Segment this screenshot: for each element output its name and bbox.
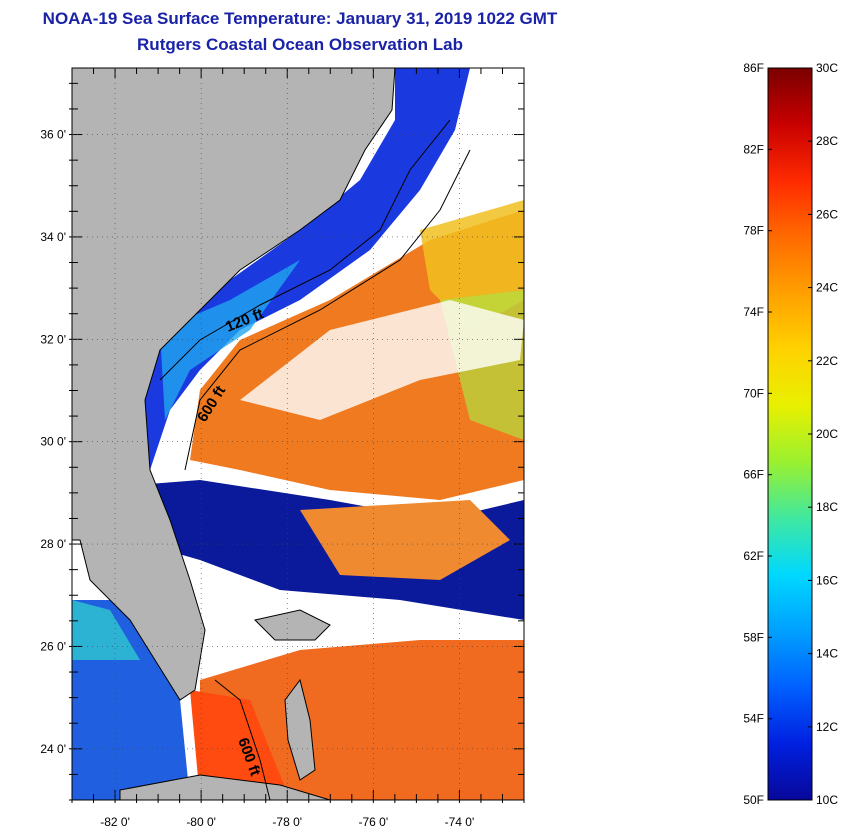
colorbar-fahrenheit-label: 62F bbox=[743, 549, 764, 563]
map-frame bbox=[71, 67, 525, 801]
lat-tick-label: 36 0' bbox=[40, 128, 66, 142]
colorbar-celsius-label: 20C bbox=[816, 427, 838, 441]
colorbar-celsius-label: 26C bbox=[816, 207, 838, 221]
lat-tick-label: 30 0' bbox=[40, 435, 66, 449]
axis-ticks: 36 0' 34 0' 32 0' 30 0' 28 0' 26 0' 24 0' -82 0… bbox=[40, 68, 525, 829]
land-mass bbox=[72, 68, 396, 701]
colorbar-fahrenheit-label: 78F bbox=[743, 224, 764, 238]
andros-island bbox=[284, 678, 316, 781]
lon-tick-label: -74 0' bbox=[445, 815, 475, 829]
contour-120ft bbox=[159, 119, 451, 381]
sst-image bbox=[72, 68, 524, 800]
gulf-of-mexico-cyan bbox=[72, 600, 140, 660]
colorbar-celsius-label: 10C bbox=[816, 793, 838, 807]
grand-bahama-island bbox=[254, 609, 331, 641]
colorbar-fahrenheit-label: 70F bbox=[743, 386, 764, 400]
colorbar-celsius-label: 24C bbox=[816, 281, 838, 295]
warm-water-southwest bbox=[190, 690, 290, 800]
colorbar bbox=[767, 67, 813, 801]
cloud-streak bbox=[240, 300, 524, 420]
colorbar-fahrenheit-label: 74F bbox=[743, 305, 764, 319]
warm-water-south bbox=[200, 640, 524, 800]
map-title: NOAA-19 Sea Surface Temperature: January… bbox=[42, 9, 558, 28]
lat-tick-label: 24 0' bbox=[40, 742, 66, 756]
colorbar-celsius-label: 16C bbox=[816, 573, 838, 587]
colorbar-celsius-label: 30C bbox=[816, 61, 838, 75]
map-subtitle: Rutgers Coastal Ocean Observation Lab bbox=[137, 35, 463, 54]
colorbar-celsius-label: 28C bbox=[816, 134, 838, 148]
lon-tick-label: -76 0' bbox=[359, 815, 389, 829]
lat-tick-label: 28 0' bbox=[40, 537, 66, 551]
colorbar-celsius-label: 14C bbox=[816, 647, 838, 661]
contour-600ft-south bbox=[214, 679, 271, 800]
lat-tick-label: 32 0' bbox=[40, 332, 66, 346]
lat-tick-label: 26 0' bbox=[40, 639, 66, 653]
colorbar-fahrenheit-label: 66F bbox=[743, 468, 764, 482]
warm-patch-mid bbox=[300, 500, 510, 580]
colorbar-fahrenheit-label: 86F bbox=[743, 61, 764, 75]
colorbar-celsius-label: 12C bbox=[816, 720, 838, 734]
contour-600ft bbox=[184, 149, 471, 471]
lon-tick-label: -82 0' bbox=[100, 815, 130, 829]
cuba-land bbox=[119, 774, 331, 800]
colorbar-celsius-label: 18C bbox=[816, 500, 838, 514]
lon-tick-label: -78 0' bbox=[272, 815, 302, 829]
colorbar-fahrenheit-label: 54F bbox=[743, 712, 764, 726]
colorbar-fahrenheit-label: 50F bbox=[743, 793, 764, 807]
lon-tick-label: -80 0' bbox=[186, 815, 216, 829]
lat-tick-label: 34 0' bbox=[40, 230, 66, 244]
cold-shelf-water bbox=[120, 68, 470, 470]
colorbar-fahrenheit-label: 82F bbox=[743, 142, 764, 156]
colorbar-ticks: 86F 82F 78F 74F 70F 66F 62F 58F 54F 50F 30C 28C 26C 2… bbox=[743, 61, 838, 807]
colorbar-celsius-label: 22C bbox=[816, 354, 838, 368]
cyan-shelf-band bbox=[160, 260, 300, 420]
colorbar-fahrenheit-label: 58F bbox=[743, 630, 764, 644]
